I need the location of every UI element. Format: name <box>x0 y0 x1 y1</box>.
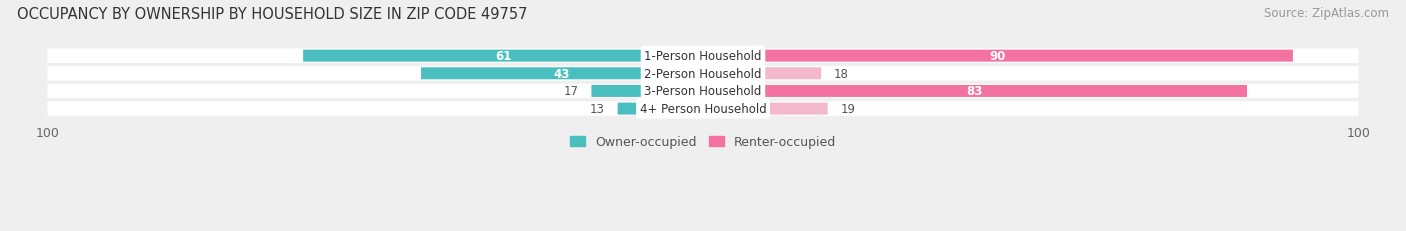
Text: 43: 43 <box>554 67 571 80</box>
Text: 4+ Person Household: 4+ Person Household <box>640 103 766 116</box>
FancyBboxPatch shape <box>703 85 1247 97</box>
Text: 3-Person Household: 3-Person Household <box>644 85 762 98</box>
Text: 18: 18 <box>834 67 849 80</box>
FancyBboxPatch shape <box>703 50 1294 62</box>
Text: 2-Person Household: 2-Person Household <box>644 67 762 80</box>
Text: Source: ZipAtlas.com: Source: ZipAtlas.com <box>1264 7 1389 20</box>
FancyBboxPatch shape <box>48 49 1358 64</box>
Text: 61: 61 <box>495 50 512 63</box>
FancyBboxPatch shape <box>48 84 1358 99</box>
FancyBboxPatch shape <box>48 102 1358 116</box>
Text: 13: 13 <box>591 103 605 116</box>
Text: 17: 17 <box>564 85 578 98</box>
FancyBboxPatch shape <box>592 85 703 97</box>
FancyBboxPatch shape <box>48 67 1358 81</box>
Text: OCCUPANCY BY OWNERSHIP BY HOUSEHOLD SIZE IN ZIP CODE 49757: OCCUPANCY BY OWNERSHIP BY HOUSEHOLD SIZE… <box>17 7 527 22</box>
FancyBboxPatch shape <box>703 68 821 80</box>
Text: 83: 83 <box>967 85 983 98</box>
FancyBboxPatch shape <box>420 68 703 80</box>
Text: 19: 19 <box>841 103 856 116</box>
FancyBboxPatch shape <box>617 103 703 115</box>
Text: 90: 90 <box>990 50 1007 63</box>
Legend: Owner-occupied, Renter-occupied: Owner-occupied, Renter-occupied <box>565 131 841 154</box>
FancyBboxPatch shape <box>304 50 703 62</box>
FancyBboxPatch shape <box>703 103 828 115</box>
Text: 1-Person Household: 1-Person Household <box>644 50 762 63</box>
